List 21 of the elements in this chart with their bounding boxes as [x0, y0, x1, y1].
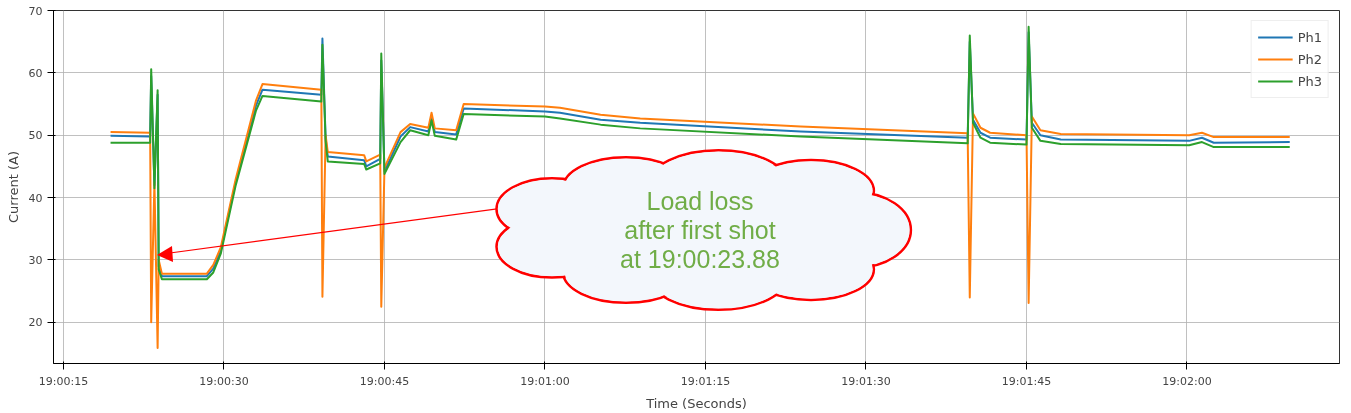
x-tick-label: 19:01:00 — [520, 374, 570, 388]
x-tick-label: 19:00:15 — [38, 374, 89, 388]
legend-label: Ph3 — [1297, 73, 1322, 89]
legend-label: Ph2 — [1297, 51, 1322, 67]
y-tick-label: 40 — [28, 191, 43, 205]
x-tick-label: 19:00:30 — [199, 374, 249, 388]
legend-label: Ph1 — [1297, 29, 1322, 45]
x-tick-label: 19:01:45 — [1001, 374, 1052, 388]
annotation: Load loss after first shot at 19:00:23.88 — [619, 186, 781, 274]
y-tick-label: 30 — [28, 253, 43, 267]
x-tick-label: 19:01:30 — [841, 374, 891, 388]
x-tick-label: 19:01:15 — [680, 374, 731, 388]
y-tick-label: 20 — [28, 316, 43, 330]
y-tick-label: 70 — [28, 4, 43, 18]
x-axis-title: Time (Seconds) — [645, 395, 747, 411]
x-tick-label: 19:00:45 — [359, 374, 410, 388]
y-tick-label: 50 — [28, 129, 43, 143]
line-series — [109, 83, 1291, 349]
y-axis-title: Current (A) — [5, 151, 21, 223]
y-tick-label: 60 — [28, 66, 43, 80]
x-tick-label: 19:02:00 — [1162, 374, 1212, 388]
